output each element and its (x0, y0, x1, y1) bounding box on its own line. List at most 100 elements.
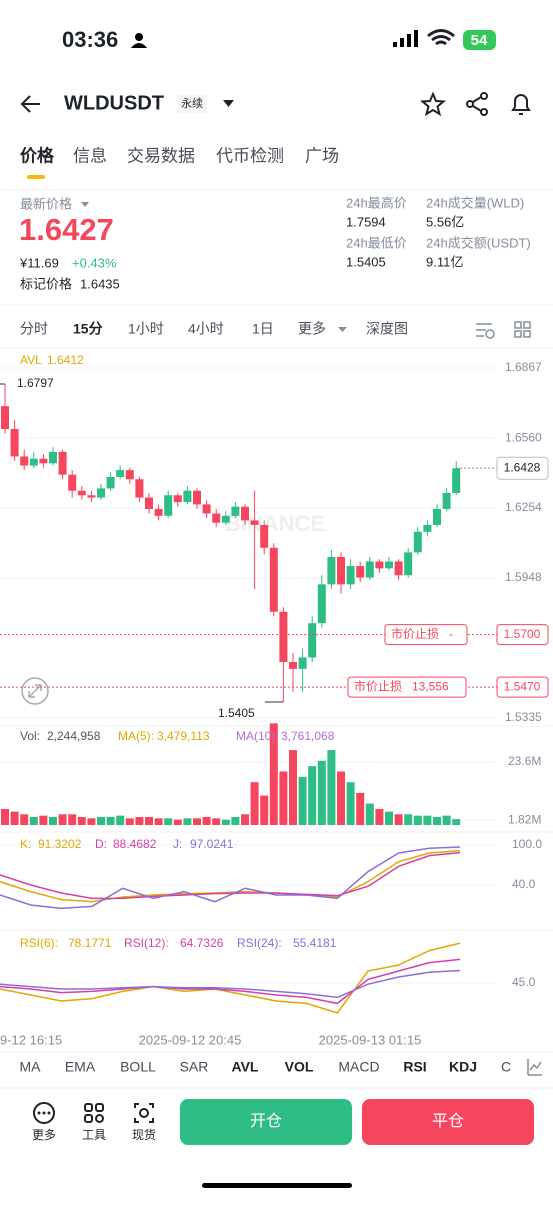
indicator-button[interactable]: C (501, 1059, 511, 1075)
indicator-button[interactable]: MA (20, 1059, 42, 1075)
settings-icon[interactable] (476, 323, 495, 339)
cny-price: ¥11.69 (19, 255, 59, 270)
indicator-line (0, 851, 461, 900)
alerts[interactable] (511, 94, 531, 115)
candle-body (77, 490, 86, 496)
candle-body (433, 508, 441, 525)
candle-body (289, 662, 297, 669)
volume-bar (346, 782, 355, 825)
candle-body (39, 458, 48, 464)
volume-bar (29, 816, 38, 825)
candle-body (116, 470, 125, 477)
volume-bar (212, 818, 221, 825)
close-label[interactable]: 平仓 (432, 1112, 464, 1130)
indicator-button[interactable]: EMA (65, 1059, 96, 1075)
tab[interactable]: 交易数据 (127, 146, 195, 165)
user-icon (131, 43, 147, 48)
reading-value: 64.7326 (180, 936, 224, 950)
stat-label: 24h成交额(USDT) (426, 235, 531, 250)
candle-body (154, 508, 163, 516)
indicator-button[interactable]: BOLL (120, 1059, 156, 1075)
tab[interactable]: 代币检测 (216, 146, 284, 165)
interval[interactable]: 1日 (252, 321, 274, 337)
candle-body (250, 520, 259, 525)
tab[interactable]: 信息 (73, 146, 107, 165)
candle-body (317, 584, 326, 624)
avl-label: AVL (20, 353, 42, 367)
expand[interactable] (21, 677, 49, 705)
open-button[interactable] (180, 1099, 352, 1145)
interval[interactable]: 深度图 (366, 321, 408, 337)
volume-bar (106, 816, 115, 825)
candle-body (269, 547, 278, 612)
candle-body (145, 497, 153, 509)
volume-bar (260, 795, 269, 825)
indicator-button[interactable]: VOL (285, 1059, 314, 1075)
volume-bar (356, 792, 365, 825)
stop-tag[interactable] (347, 676, 467, 698)
volume-bar (145, 816, 153, 825)
back[interactable] (20, 95, 40, 113)
share[interactable] (466, 92, 488, 116)
indicator-button[interactable]: AVL (232, 1059, 259, 1075)
last-label: 最新价格 (20, 196, 72, 211)
signal (393, 30, 418, 47)
volume-bar (375, 808, 384, 825)
candle-body (356, 566, 365, 578)
indicator-button[interactable]: MACD (338, 1059, 379, 1075)
interval[interactable]: 4小时 (188, 321, 224, 337)
change: +0.43% (72, 255, 117, 270)
symbol[interactable]: WLDUSDT (64, 92, 164, 114)
tab[interactable]: 价格 (20, 145, 55, 165)
candle-body (442, 492, 451, 509)
clock: 03:36 (62, 27, 118, 52)
volume-bar (183, 818, 192, 825)
tool-label[interactable]: 工具 (82, 1128, 106, 1142)
tool-icons (33, 1102, 154, 1124)
volume-bar (97, 816, 105, 825)
favorite[interactable] (419, 91, 447, 117)
reading-value: 88.4682 (113, 837, 157, 851)
volume-bar (49, 816, 57, 825)
reading-name: RSI(12): (124, 936, 169, 950)
candle-body (173, 495, 182, 503)
interval[interactable]: 更多 (298, 321, 326, 337)
indicator-line (0, 969, 461, 999)
reading-value: 97.0241 (190, 837, 234, 851)
layout-icon[interactable] (514, 321, 531, 338)
candle-body (327, 556, 336, 585)
home-indicator (202, 1183, 352, 1188)
indicator-button[interactable]: KDJ (449, 1059, 477, 1075)
dropdown[interactable] (338, 327, 347, 332)
tab[interactable]: 广场 (305, 146, 339, 165)
stat-value: 5.56亿 (426, 214, 464, 229)
dropdown[interactable] (81, 202, 89, 207)
interval[interactable]: 1小时 (128, 321, 164, 337)
interval[interactable]: 15分 (73, 321, 103, 337)
candle-body (49, 451, 57, 464)
last-price-box (496, 456, 549, 480)
tool-label[interactable]: 更多 (32, 1128, 56, 1142)
volume-bar (10, 811, 19, 825)
tool-label[interactable]: 现货 (132, 1127, 156, 1142)
volume-bar (365, 803, 374, 825)
volume-bar (39, 815, 48, 825)
user-icon (135, 33, 143, 41)
volume-bar (173, 819, 182, 825)
close-button[interactable] (362, 1099, 534, 1145)
volume-bar (269, 723, 278, 825)
dropdown[interactable] (223, 100, 234, 107)
open-label[interactable]: 开仓 (250, 1112, 282, 1130)
volume-bar (202, 816, 211, 825)
interval[interactable]: 分时 (20, 321, 48, 337)
reading-value: 91.3202 (38, 837, 82, 851)
indicator-button[interactable]: RSI (403, 1059, 426, 1075)
volume-bar (404, 814, 413, 825)
chart-icon[interactable] (527, 1059, 542, 1076)
indicator-button[interactable]: SAR (180, 1059, 209, 1075)
reading-name: RSI(6): (20, 936, 58, 950)
candle-body (308, 623, 317, 658)
volume-bar (193, 818, 201, 825)
stop-tag[interactable] (384, 624, 468, 646)
